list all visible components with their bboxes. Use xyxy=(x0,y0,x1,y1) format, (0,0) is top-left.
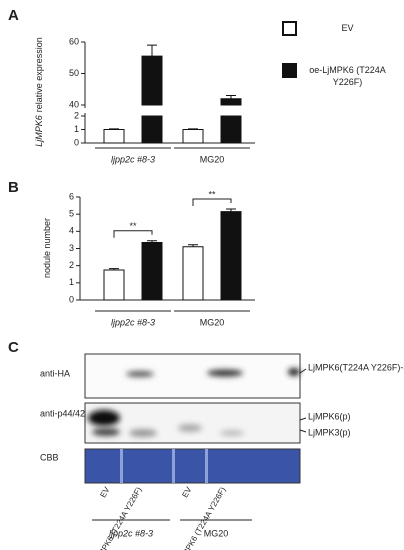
error-bar xyxy=(188,128,198,130)
x-tick-label: ljpp2c #8-3 xyxy=(111,317,155,327)
legend-text-box: EV xyxy=(341,23,354,33)
y-tick-label: 2 xyxy=(74,110,79,120)
bar xyxy=(141,241,163,301)
blot-box xyxy=(84,448,301,484)
x-tick-label: ljpp2c #8-3 xyxy=(111,154,155,164)
legend-swatch xyxy=(282,21,297,36)
panel-label: C xyxy=(8,339,19,356)
pointer xyxy=(299,368,307,374)
annotation: ** xyxy=(208,189,216,199)
lane-gap xyxy=(120,449,123,483)
sig-bracket xyxy=(113,230,153,238)
y-tick-label: 4 xyxy=(69,226,74,236)
lane-gap xyxy=(205,449,208,483)
blot-box xyxy=(84,402,301,444)
y-axis-label: nodule number xyxy=(42,218,52,278)
band xyxy=(207,369,243,377)
y-tick-label: 0 xyxy=(74,137,79,147)
y-label-part: relative expression xyxy=(34,37,44,112)
error-bar xyxy=(226,95,236,99)
legend-swatch xyxy=(282,63,297,78)
y-tick-label: 50 xyxy=(69,68,79,78)
bar xyxy=(182,246,204,301)
y-tick-label: 6 xyxy=(69,191,74,201)
y-tick-label: 0 xyxy=(69,294,74,304)
legend-label: oe-LjMPK6 (T224A Y226F) xyxy=(309,65,386,87)
error-bar xyxy=(226,208,236,212)
lane-label: EV xyxy=(180,485,193,499)
panel-label: A xyxy=(8,7,19,24)
y-tick-label: 40 xyxy=(69,99,79,109)
band xyxy=(288,368,300,376)
blot-box xyxy=(84,353,301,399)
band xyxy=(220,430,244,436)
y-tick-label: 5 xyxy=(69,209,74,219)
legend: EV oe-LjMPK6 (T224A Y226F) xyxy=(282,21,386,87)
y-tick-label: 1 xyxy=(74,124,79,134)
y-tick-label: 60 xyxy=(69,36,79,46)
error-bar xyxy=(109,128,119,130)
pointer xyxy=(299,429,307,433)
lane-label: oe-LjMPK6 (T224A Y226F) xyxy=(88,485,144,550)
bar xyxy=(103,129,125,144)
y-tick-label: 1 xyxy=(69,277,74,287)
band-label: LjMPK6(T224A Y226F)-3*HA xyxy=(308,362,404,372)
x-tick-label: MG20 xyxy=(200,154,225,164)
row-label: CBB xyxy=(40,452,59,462)
band-label: LjMPK6(p) xyxy=(308,411,351,421)
error-bar xyxy=(147,240,157,243)
bar xyxy=(103,269,125,301)
y-axis-label: LjMPK6 relative expression xyxy=(34,37,44,147)
error-bar xyxy=(147,44,157,57)
sig-bracket xyxy=(192,198,232,207)
legend-text-box: oe-LjMPK6 (T224A Y226F) xyxy=(309,65,386,87)
y-label-part: nodule number xyxy=(42,218,52,278)
y-tick-label: 2 xyxy=(69,260,74,270)
legend-label: EV xyxy=(341,23,354,33)
panel-label: B xyxy=(8,179,19,196)
pointer xyxy=(299,417,307,421)
error-bar xyxy=(109,268,119,270)
lane-gap xyxy=(172,449,175,483)
bar xyxy=(141,55,163,144)
bar xyxy=(220,98,242,144)
band xyxy=(126,371,154,377)
y-label-part: LjMPK6 xyxy=(34,115,44,147)
annotation: ** xyxy=(129,221,137,231)
band xyxy=(88,410,120,426)
bar xyxy=(220,211,242,301)
error-bar xyxy=(188,244,198,247)
x-tick-label: MG20 xyxy=(200,317,225,327)
group-label: MG20 xyxy=(204,528,229,538)
band xyxy=(178,424,202,432)
band xyxy=(92,428,120,436)
bar xyxy=(182,129,204,144)
band xyxy=(129,429,157,437)
y-tick-label: 3 xyxy=(69,243,74,253)
row-label: anti-HA xyxy=(40,368,70,378)
band-label: LjMPK3(p) xyxy=(308,427,351,437)
lane-label: EV xyxy=(98,485,111,499)
group-label: ljpp2c #8-3 xyxy=(109,528,153,538)
row-label: anti-p44/42 xyxy=(40,408,85,418)
